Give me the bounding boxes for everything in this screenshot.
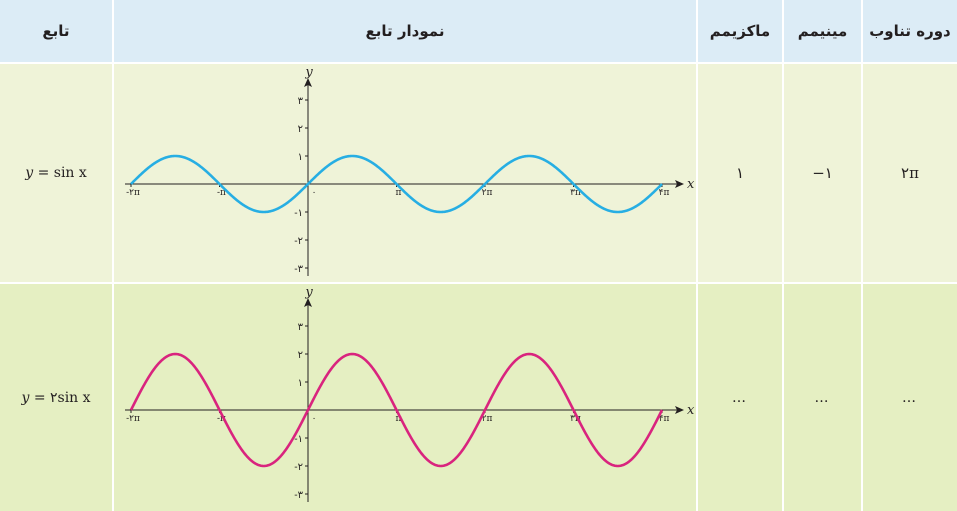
y-tick-label: -۳ xyxy=(294,264,303,275)
row2-period-value: … xyxy=(902,389,918,406)
sine-curve xyxy=(129,352,664,468)
header-function-label: تابع xyxy=(42,22,70,40)
row1-graph-cell: x y -۳ -۲ -۱ ۱ ۲ ۳ -۲π -π ۰ π ۲π ۳π ۴π xyxy=(114,64,696,282)
row1-function-lhs: y xyxy=(25,165,34,181)
x-axis-arrow xyxy=(675,406,684,414)
sine-curve xyxy=(130,154,663,214)
row1-minimum: −۱ xyxy=(784,64,861,282)
row1-function: y = sin x xyxy=(0,64,112,282)
x-tick-label: ۳π xyxy=(570,414,581,424)
y-tick-label: -۳ xyxy=(294,490,303,501)
x-tick-label: -۲π xyxy=(126,414,140,424)
row1-maximum-value: ۱ xyxy=(735,164,745,182)
header-period: دوره تناوب xyxy=(863,0,957,62)
x-tick-label: π xyxy=(396,414,402,424)
y-axis-label: y xyxy=(304,285,313,300)
y-tick-label: ۳ xyxy=(298,322,304,333)
x-axis-arrow xyxy=(675,180,684,188)
row2-function: y = ۲sin x xyxy=(0,284,112,511)
header-max-label: ماکزیمم xyxy=(709,22,771,40)
row1-period: ۲π xyxy=(863,64,957,282)
x-tick-label: ۴π xyxy=(659,188,670,198)
row1-function-rhs: = sin x xyxy=(37,165,87,181)
y-tick-label: -۱ xyxy=(294,208,303,219)
header-min: مینیمم xyxy=(784,0,861,62)
header-period-label: دوره تناوب xyxy=(869,22,951,40)
x-tick-label: -۲π xyxy=(126,188,140,198)
x-tick-label: ۰ xyxy=(312,414,317,424)
y-axis-arrow xyxy=(304,78,312,87)
y-tick-label: ۱ xyxy=(298,152,303,163)
x-tick-label: ۲π xyxy=(482,414,493,424)
row2-maximum-value: … xyxy=(732,389,748,406)
y-tick-label: -۱ xyxy=(294,434,303,445)
row2-function-lhs: y xyxy=(21,389,30,406)
header-function: تابع xyxy=(0,0,112,62)
header-min-label: مینیمم xyxy=(797,22,848,40)
y-tick-label: ۲ xyxy=(298,124,303,135)
y-axis-arrow xyxy=(304,298,312,307)
header-graph: نمودار تابع xyxy=(114,0,696,62)
x-tick-label: π xyxy=(396,188,402,198)
x-tick-label: -π xyxy=(217,188,226,198)
row2-graph-cell: x y -۳ -۲ -۱ ۱ ۲ ۳ -۲π -π ۰ π ۲π ۳π ۴π xyxy=(114,284,696,511)
row1-period-value: ۲π xyxy=(901,164,919,182)
row2-maximum: … xyxy=(698,284,782,511)
header-max: ماکزیمم xyxy=(698,0,782,62)
x-axis-label: x xyxy=(687,403,695,418)
y-tick-label: ۱ xyxy=(298,378,303,389)
y-tick-label: ۳ xyxy=(298,96,304,107)
row1-minimum-value: −۱ xyxy=(812,164,833,182)
x-tick-label: -π xyxy=(217,414,226,424)
y-tick-label: ۲ xyxy=(298,350,303,361)
y-axis-label: y xyxy=(304,65,313,80)
row2-minimum-value: … xyxy=(814,389,831,406)
row2-function-rhs: = ۲sin x xyxy=(33,389,91,406)
row1-graph: x y -۳ -۲ -۱ ۱ ۲ ۳ -۲π -π ۰ π ۲π ۳π ۴π xyxy=(125,65,695,276)
y-tick-label: -۲ xyxy=(294,462,303,473)
row2-period: … xyxy=(863,284,957,511)
x-tick-label: ۲π xyxy=(482,188,493,198)
header-graph-label: نمودار تابع xyxy=(365,22,445,40)
y-tick-label: -۲ xyxy=(294,236,303,247)
x-axis-label: x xyxy=(687,177,695,192)
row2-graph: x y -۳ -۲ -۱ ۱ ۲ ۳ -۲π -π ۰ π ۲π ۳π ۴π xyxy=(125,285,695,502)
row2-minimum: … xyxy=(784,284,861,511)
x-tick-label: ۴π xyxy=(659,414,670,424)
x-tick-label: ۳π xyxy=(570,188,581,198)
x-tick-label: ۰ xyxy=(312,188,317,198)
row1-maximum: ۱ xyxy=(698,64,782,282)
